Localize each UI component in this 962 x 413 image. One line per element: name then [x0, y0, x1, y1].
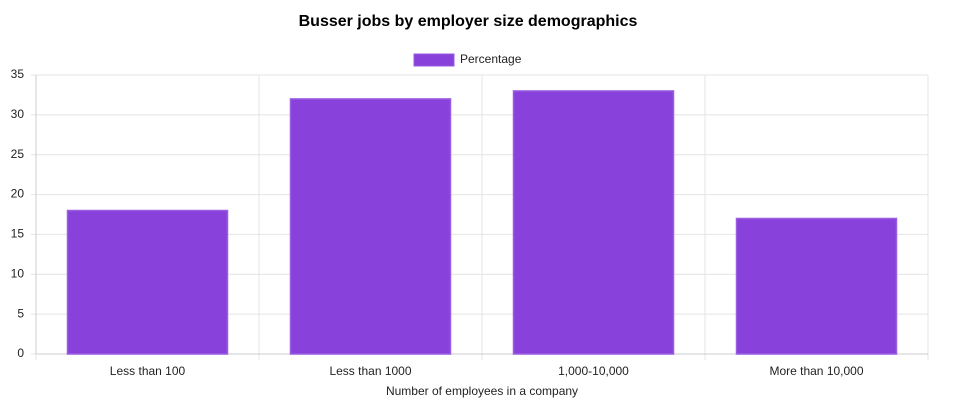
y-tick-label: 30 [11, 107, 25, 121]
bar [512, 90, 675, 355]
x-tick-label: 1,000-10,000 [558, 364, 629, 378]
y-tick-label: 20 [11, 187, 25, 201]
bar [289, 98, 452, 355]
x-tick-label: More than 10,000 [769, 364, 863, 378]
y-tick-label: 35 [11, 67, 25, 81]
legend-swatch [413, 53, 455, 67]
bar [66, 209, 229, 355]
chart-title: Busser jobs by employer size demographic… [299, 13, 638, 30]
legend-label: Percentage [460, 52, 522, 66]
y-tick-label: 0 [17, 346, 24, 360]
y-tick-label: 5 [17, 306, 24, 320]
y-tick-label: 10 [11, 266, 25, 280]
x-axis-label: Number of employees in a company [386, 384, 578, 398]
x-tick-label: Less than 100 [110, 364, 186, 378]
bar [735, 217, 898, 355]
y-tick-label: 15 [11, 227, 25, 241]
y-tick-label: 25 [11, 147, 25, 161]
x-tick-label: Less than 1000 [329, 364, 411, 378]
